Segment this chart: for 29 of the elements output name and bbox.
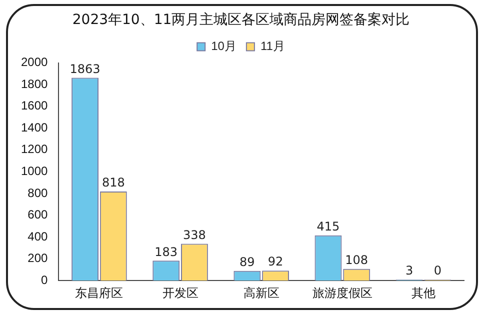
legend-label: 10月 [211, 39, 236, 54]
y-tick-label: 1200 [20, 142, 48, 156]
data-label: 415 [316, 220, 340, 234]
y-tick-label: 200 [28, 251, 48, 266]
y-tick-label: 1000 [20, 164, 48, 178]
chart-title: 2023年10、11两月主城区各区域商品房网签备案对比 [72, 11, 410, 28]
y-tick-label: 400 [28, 229, 48, 244]
data-label: 3 [405, 264, 414, 278]
x-tick-label: 东昌府区 [75, 286, 124, 300]
x-tick-label: 其他 [411, 286, 436, 300]
y-tick-label: 0 [41, 272, 48, 287]
y-tick-label: 600 [28, 208, 48, 222]
legend-label: 11月 [260, 39, 285, 54]
y-tick-label: 2000 [20, 55, 48, 70]
y-tick-label: 1800 [20, 76, 48, 91]
y-tick-label: 800 [28, 186, 48, 200]
y-tick-label: 1600 [20, 98, 48, 113]
data-label: 183 [154, 244, 178, 259]
data-label: 818 [102, 176, 125, 190]
data-label: 108 [345, 252, 368, 267]
data-label: 92 [268, 254, 284, 269]
x-tick-label: 开发区 [162, 286, 198, 300]
x-tick-label: 高新区 [243, 286, 280, 300]
data-label: 0 [434, 264, 442, 278]
data-label: 89 [240, 255, 255, 270]
x-tick-label: 旅游度假区 [312, 286, 372, 300]
y-tick-label: 1400 [20, 120, 48, 134]
data-label: 338 [183, 228, 206, 242]
data-label: 1863 [70, 62, 100, 76]
